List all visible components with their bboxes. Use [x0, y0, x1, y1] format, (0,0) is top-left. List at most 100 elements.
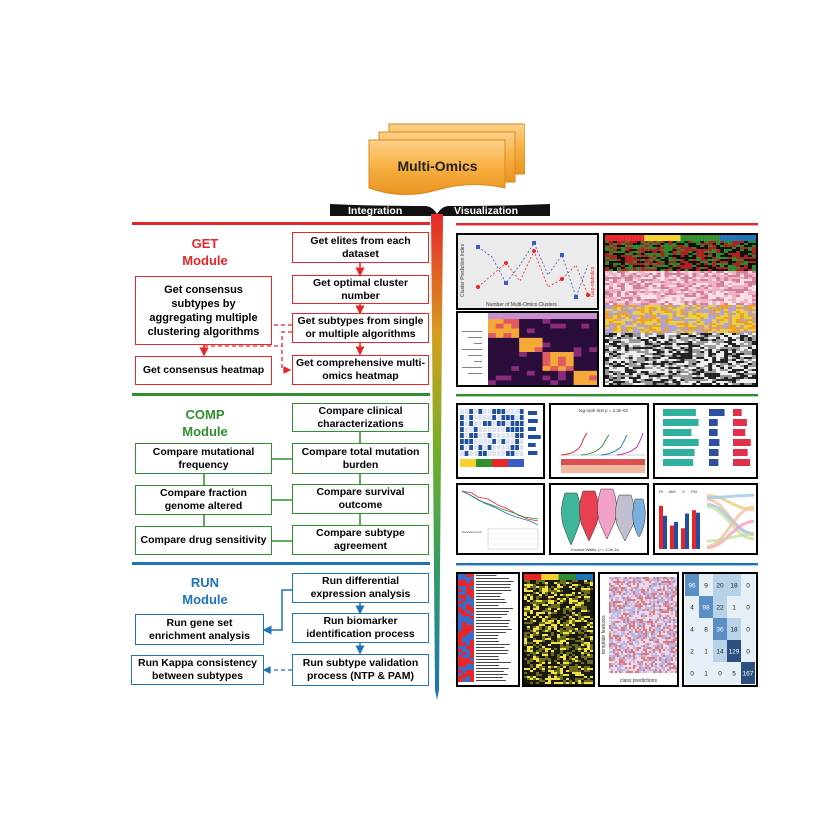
heatmap-cell	[656, 369, 661, 372]
heatmap-cell	[620, 297, 625, 300]
comp-line-title: log-rank test p = 2.3e-03	[579, 408, 628, 413]
bio-cell	[575, 586, 579, 589]
heatmap-cell	[636, 249, 641, 252]
heatmap-cell	[672, 307, 677, 310]
heatmap-cell	[644, 383, 649, 385]
bio-cell	[578, 612, 582, 615]
heatmap-cell	[684, 259, 689, 262]
bio-cell	[536, 624, 540, 627]
bio-cell	[551, 622, 555, 625]
heatmap-cell	[680, 347, 685, 350]
heatmap-cell	[636, 259, 641, 262]
ntp-cell	[637, 591, 640, 594]
heatmap-cell	[640, 365, 645, 368]
heatmap-cell	[720, 277, 725, 280]
heatmap-cell	[668, 317, 673, 320]
heatmap-cell	[708, 381, 713, 384]
heatmap-cell	[751, 347, 756, 350]
ntp-cell	[639, 595, 642, 598]
consensus-cell	[573, 380, 582, 385]
bio-cell	[530, 682, 534, 685]
bio-cell	[545, 662, 549, 665]
heatmap-cell	[700, 273, 705, 276]
ntp-cell	[647, 581, 650, 584]
heatmap-cell	[724, 305, 729, 308]
ntp-cell	[669, 581, 672, 584]
bio-cell	[554, 602, 558, 605]
bio-cell	[530, 608, 534, 611]
heatmap-cell	[676, 349, 681, 352]
bio-cell	[539, 658, 543, 661]
gsea-cell	[462, 586, 466, 589]
bio-cell	[560, 666, 564, 669]
heatmap-cell	[616, 341, 622, 344]
bio-cell	[584, 598, 588, 601]
bio-cell	[536, 678, 540, 681]
heatmap-cell	[739, 319, 745, 322]
bio-cell	[572, 602, 576, 605]
gsea-cell	[466, 574, 470, 577]
heatmap-cell	[668, 245, 673, 248]
bio-cell	[584, 646, 588, 649]
heatmap-cell	[680, 363, 685, 366]
heatmap-cell	[704, 257, 709, 260]
heatmap-cell	[676, 365, 681, 368]
consensus-cell	[589, 366, 597, 372]
ntp-cell	[671, 585, 674, 588]
bio-cell	[578, 598, 582, 601]
heatmap-cell	[751, 367, 756, 370]
ntp-cell	[623, 589, 626, 592]
heatmap-cell	[656, 349, 661, 352]
heatmap-cell	[747, 329, 753, 332]
bio-cell	[581, 592, 585, 595]
heatmap-cell	[624, 299, 629, 302]
consensus-cell	[558, 347, 567, 353]
bio-cell	[566, 604, 570, 607]
heatmap-cell	[704, 303, 709, 306]
gsea-label-line	[476, 662, 511, 663]
heatmap-cell	[680, 255, 685, 258]
gsea-cell	[458, 646, 462, 649]
heatmap-cell	[616, 301, 622, 304]
gsea-cell	[470, 664, 474, 667]
bio-cell	[587, 618, 591, 621]
gsea-cell	[466, 634, 470, 637]
heatmap-cell	[751, 253, 756, 256]
heatmap-cell	[616, 245, 622, 248]
bio-cell	[548, 588, 552, 591]
heatmap-cell	[605, 301, 610, 304]
heatmap-cell	[700, 365, 705, 368]
heatmap-cell	[636, 355, 641, 358]
bio-cell	[590, 680, 593, 683]
ntp-cell	[617, 579, 620, 582]
bio-cell	[527, 602, 531, 605]
ntp-cell	[649, 595, 652, 598]
heatmap-cell	[672, 275, 677, 278]
bio-cell	[578, 640, 582, 643]
heatmap-cell	[632, 323, 637, 326]
heatmap-cell	[616, 313, 622, 316]
heatmap-cell	[668, 339, 673, 342]
heatmap-cell	[612, 265, 618, 268]
heatmap-cell	[676, 319, 681, 322]
bio-cell	[542, 664, 546, 667]
bio-cell	[566, 618, 570, 621]
heatmap-cell	[640, 297, 645, 300]
ntp-cell	[619, 593, 622, 596]
bio-cell	[584, 664, 588, 667]
ntp-cell	[609, 585, 612, 588]
heatmap-cell	[712, 379, 717, 382]
heatmap-cell	[628, 347, 633, 350]
heatmap-cell	[684, 309, 689, 312]
bio-cell	[566, 646, 570, 649]
bio-cell	[539, 608, 543, 611]
heatmap-cell	[716, 287, 721, 290]
heatmap-cell	[743, 381, 749, 384]
heatmap-cell	[636, 363, 641, 366]
heatmap-cell	[664, 283, 669, 286]
bio-cell	[578, 604, 582, 607]
ntp-cell	[617, 583, 620, 586]
heatmap-cell	[672, 295, 677, 298]
heatmap-cell	[605, 345, 610, 348]
heatmap-cell	[743, 341, 749, 344]
